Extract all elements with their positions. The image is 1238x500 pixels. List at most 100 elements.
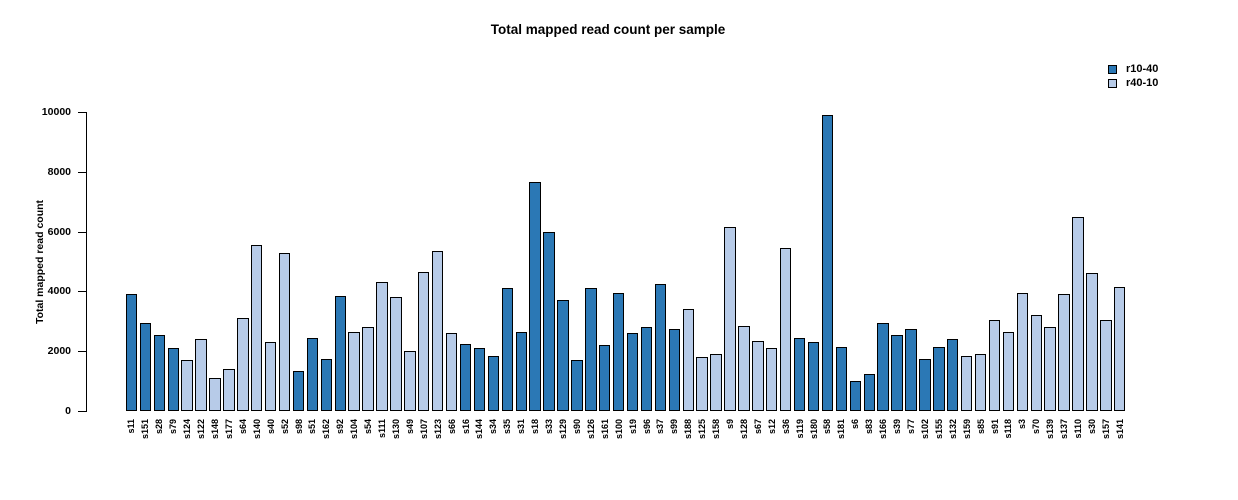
x-tick-label: s31 <box>516 419 527 435</box>
bar <box>362 327 374 411</box>
bar <box>1002 331 1015 411</box>
x-tick-label: s34 <box>488 419 499 435</box>
x-tick-label: s90 <box>571 419 582 435</box>
bar <box>237 318 249 411</box>
bar <box>139 322 152 411</box>
y-tick-label: 2000 <box>47 345 71 358</box>
x-tick-label: s16 <box>460 419 471 435</box>
x-tick-label: s19 <box>627 419 638 435</box>
bar <box>640 327 653 411</box>
x-tick-label: s92 <box>335 419 346 435</box>
x-tick-label: s162 <box>321 419 332 440</box>
bar <box>738 325 750 411</box>
bar <box>863 373 875 411</box>
x-tick-label: s64 <box>237 419 248 435</box>
x-tick-label: s180 <box>808 419 819 440</box>
y-axis-tick <box>78 112 86 113</box>
bar <box>404 351 416 411</box>
y-axis-line <box>86 112 87 412</box>
x-tick-label: s51 <box>307 419 318 435</box>
bar <box>529 182 541 411</box>
y-tick-label: 0 <box>65 405 71 417</box>
x-tick-label: s130 <box>390 419 401 440</box>
bar <box>153 334 165 411</box>
bar <box>223 369 235 411</box>
legend-label: r10-40 <box>1126 62 1159 75</box>
y-axis-tick <box>78 291 86 293</box>
bar <box>390 297 402 411</box>
x-tick-label: s49 <box>404 419 415 435</box>
x-tick-label: s132 <box>947 419 958 440</box>
x-tick-label: s40 <box>265 419 276 435</box>
bar <box>1030 315 1042 411</box>
x-tick-label: s139 <box>1045 419 1056 440</box>
x-tick-label: s30 <box>1086 419 1097 435</box>
bar <box>1114 286 1126 411</box>
legend: r10-40 r40-10 <box>1108 62 1158 90</box>
bar <box>1044 327 1056 411</box>
x-tick-label: s67 <box>752 419 763 435</box>
x-tick-label: s102 <box>919 419 930 440</box>
x-tick-label: s11 <box>126 419 137 434</box>
x-tick-label: s36 <box>780 419 791 435</box>
x-tick-label: s125 <box>697 419 708 440</box>
bar <box>654 283 667 411</box>
bar <box>974 354 987 411</box>
bar <box>418 271 430 411</box>
x-tick-label: s3 <box>1017 419 1028 430</box>
bar <box>960 355 973 411</box>
legend-swatch-icon <box>1108 78 1117 88</box>
x-tick-label: s12 <box>766 419 777 435</box>
bar <box>821 114 834 411</box>
legend-item: r10-40 <box>1108 62 1158 76</box>
bar <box>543 231 555 411</box>
bar <box>292 370 305 411</box>
legend-label: r40-10 <box>1126 76 1159 89</box>
x-tick-label: s52 <box>279 419 290 435</box>
bar <box>585 288 597 411</box>
x-tick-label: s37 <box>655 419 666 435</box>
bar <box>306 337 319 411</box>
bar <box>515 331 527 411</box>
x-tick-label: s100 <box>613 419 624 440</box>
legend-item: r40-10 <box>1108 76 1158 90</box>
bar <box>1058 294 1070 411</box>
bar <box>251 245 263 411</box>
y-tick-label: 8000 <box>47 165 71 178</box>
x-tick-label: s58 <box>822 419 833 435</box>
x-tick-label: s157 <box>1100 419 1111 440</box>
x-tick-label: s118 <box>1003 419 1014 439</box>
bar <box>1072 216 1084 411</box>
bar <box>905 328 917 411</box>
bar <box>167 348 179 411</box>
x-tick-label: s107 <box>418 419 429 440</box>
x-tick-label: s110 <box>1073 419 1084 439</box>
bar <box>696 357 708 411</box>
x-tick-label: s159 <box>961 419 972 440</box>
bar <box>348 331 360 411</box>
x-tick-label: s122 <box>196 419 207 440</box>
y-axis-tick <box>78 231 86 233</box>
bar <box>557 300 569 411</box>
x-tick-label: s111 <box>377 419 388 439</box>
bar <box>125 294 138 411</box>
bar <box>376 282 388 411</box>
bar <box>766 348 778 411</box>
bar <box>487 355 500 411</box>
legend-swatch-icon <box>1108 64 1117 74</box>
x-tick-label: s166 <box>878 419 889 440</box>
x-tick-label: s158 <box>711 419 722 440</box>
bar <box>612 292 625 411</box>
y-axis-tick <box>78 411 86 412</box>
bar <box>432 251 444 411</box>
x-tick-label: s151 <box>140 419 151 440</box>
bar <box>710 354 722 411</box>
bar <box>724 227 736 411</box>
bar <box>181 360 193 411</box>
bar <box>1086 273 1098 411</box>
bar <box>599 345 611 411</box>
bar <box>209 378 221 411</box>
x-tick-label: s126 <box>585 419 596 440</box>
bar <box>1100 319 1112 411</box>
bar <box>626 333 639 411</box>
